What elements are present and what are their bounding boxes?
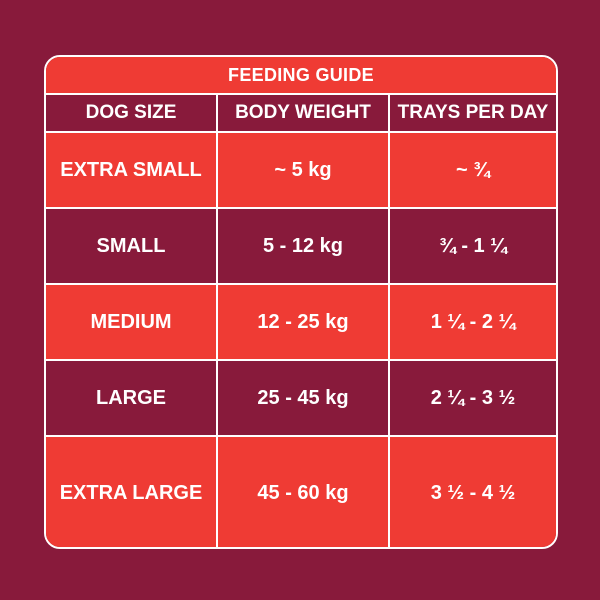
body-weight-cell: ~ 5 kg <box>216 133 388 207</box>
feeding-guide-title: FEEDING GUIDE <box>46 57 556 93</box>
trays-per-day-cell: ¾ - 1 ¼ <box>388 209 556 283</box>
table-row: MEDIUM 12 - 25 kg 1 ¼ - 2 ¼ <box>46 283 556 359</box>
body-weight-cell: 25 - 45 kg <box>216 361 388 435</box>
trays-per-day-cell: 2 ¼ - 3 ½ <box>388 361 556 435</box>
body-weight-cell: 5 - 12 kg <box>216 209 388 283</box>
dog-size-cell: LARGE <box>96 386 166 409</box>
trays-per-day-cell: 1 ¼ - 2 ¼ <box>388 285 556 359</box>
dog-size-cell: EXTRA LARGE <box>59 481 203 504</box>
feeding-guide-table: DOG SIZE BODY WEIGHT TRAYS PER DAY EXTRA… <box>46 93 556 547</box>
table-row: EXTRA SMALL ~ 5 kg ~ ¾ <box>46 131 556 207</box>
dog-size-cell: MEDIUM <box>90 310 172 333</box>
table-row: EXTRA LARGE 45 - 60 kg 3 ½ - 4 ½ <box>46 435 556 547</box>
trays-per-day-cell: 3 ½ - 4 ½ <box>388 437 556 547</box>
header-dog-size: DOG SIZE <box>85 102 177 123</box>
header-body-weight: BODY WEIGHT <box>216 95 388 131</box>
body-weight-cell: 45 - 60 kg <box>216 437 388 547</box>
table-row: SMALL 5 - 12 kg ¾ - 1 ¼ <box>46 207 556 283</box>
dog-size-cell: EXTRA SMALL <box>60 158 202 181</box>
dog-size-cell: SMALL <box>96 234 166 257</box>
body-weight-cell: 12 - 25 kg <box>216 285 388 359</box>
table-header-row: DOG SIZE BODY WEIGHT TRAYS PER DAY <box>46 93 556 131</box>
trays-per-day-cell: ~ ¾ <box>388 133 556 207</box>
table-row: LARGE 25 - 45 kg 2 ¼ - 3 ½ <box>46 359 556 435</box>
feeding-guide-card: FEEDING GUIDE DOG SIZE BODY WEIGHT TRAYS… <box>44 55 558 549</box>
header-trays-per-day: TRAYS PER DAY <box>388 95 556 131</box>
